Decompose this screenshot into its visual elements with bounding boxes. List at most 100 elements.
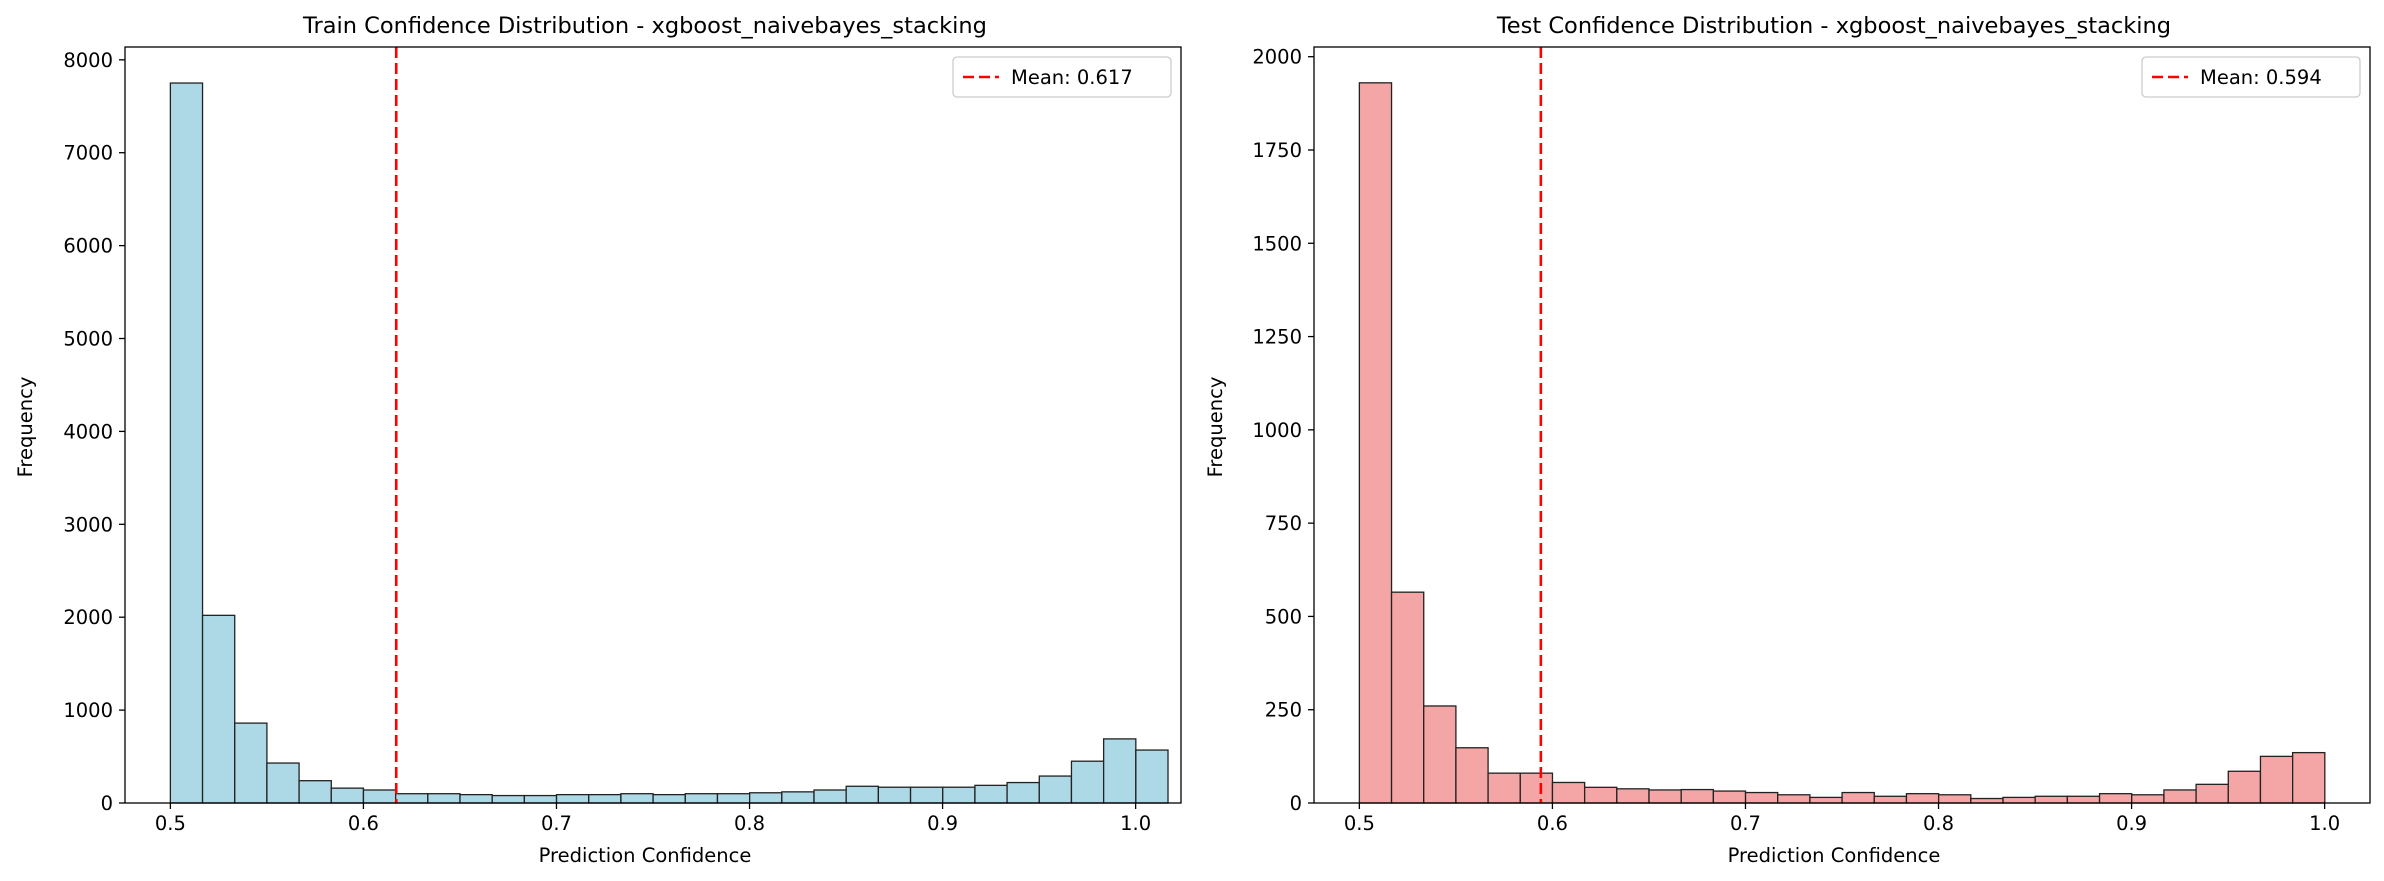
histogram-bar (169, 82, 204, 804)
histogram-bar (266, 762, 300, 804)
histogram-bar (1680, 788, 1715, 804)
histogram-bar (1006, 781, 1040, 804)
x-ticks: 0.5 0.6 0.7 0.8 0.9 1.0 (155, 803, 1151, 835)
legend-label: Mean: 0.617 (1011, 66, 1133, 89)
train-histogram-panel: Train Confidence Distribution - xgboost_… (14, 13, 1182, 867)
histogram-bar (555, 793, 590, 804)
legend: Mean: 0.594 (2141, 56, 2361, 98)
histogram-bar (1038, 775, 1073, 804)
histogram-bar (1841, 791, 1875, 804)
histogram-bar (491, 794, 526, 804)
histogram-bar (1777, 794, 1811, 804)
histogram-bar (684, 793, 719, 804)
histogram-bar (1551, 781, 1586, 804)
histogram-bar (1390, 591, 1425, 804)
histogram-bar (2227, 770, 2262, 804)
histogram-bar (877, 786, 912, 804)
y-tick-label: 6000 (63, 235, 113, 258)
histogram-bar (2002, 796, 2036, 804)
histogram-bar (909, 786, 944, 804)
histogram-bar (459, 793, 493, 804)
histogram-bar (974, 784, 1008, 804)
histogram-bars (1358, 82, 2326, 804)
histogram-bar (748, 792, 783, 804)
legend-box (952, 56, 1172, 98)
y-tick-label: 8000 (63, 49, 113, 72)
x-axis-label: Prediction Confidence (539, 844, 752, 867)
histogram-bar (2098, 793, 2133, 804)
histogram-bar (2066, 795, 2101, 804)
x-tick-label: 0.8 (734, 812, 765, 835)
histogram-bar (1744, 791, 1779, 804)
x-tick-label: 0.7 (541, 812, 572, 835)
plot-frame (124, 46, 1182, 804)
histogram-bar (1583, 786, 1618, 804)
y-tick-label: 750 (1265, 512, 1302, 535)
x-tick-label: 0.7 (1730, 812, 1761, 835)
histogram-bar (781, 791, 815, 804)
y-tick-label: 1750 (1252, 139, 1302, 162)
y-tick-label: 1000 (63, 699, 113, 722)
histogram-bar (1712, 790, 1747, 804)
x-tick-label: 1.0 (2309, 812, 2340, 835)
x-tick-label: 1.0 (1120, 812, 1151, 835)
x-tick-label: 0.6 (1537, 812, 1568, 835)
histogram-bar (588, 793, 622, 804)
histogram-bar (427, 793, 461, 804)
chart-title: Train Confidence Distribution - xgboost_… (302, 13, 987, 39)
histogram-bar (298, 780, 332, 804)
y-tick-label: 0 (1290, 792, 1302, 815)
histogram-bar (201, 614, 236, 804)
y-tick-label: 1250 (1252, 326, 1302, 349)
histogram-bar (330, 787, 365, 804)
histogram-bar (1873, 795, 1908, 804)
x-tick-label: 0.9 (927, 812, 958, 835)
histogram-bar (1102, 738, 1137, 804)
y-axis-label: Frequency (14, 377, 37, 478)
x-tick-label: 0.5 (155, 812, 186, 835)
y-tick-label: 4000 (63, 420, 113, 443)
histogram-bar (1809, 796, 1843, 804)
histogram-bar (716, 793, 751, 804)
histogram-bar (1519, 772, 1554, 804)
y-axis-label: Frequency (1204, 377, 1227, 478)
histogram-bar (2034, 795, 2069, 804)
y-tick-label: 2000 (1252, 46, 1302, 69)
histogram-bar (620, 793, 654, 804)
histogram-bar (234, 722, 268, 804)
y-tick-label: 250 (1265, 699, 1302, 722)
histogram-bar (2131, 794, 2165, 804)
histogram-bar (1905, 793, 1940, 804)
histogram-bar (1358, 82, 1393, 804)
y-tick-label: 0 (101, 792, 113, 815)
legend-label: Mean: 0.594 (2200, 66, 2322, 89)
y-tick-label: 2000 (63, 606, 113, 629)
histogram-bar (1970, 797, 2004, 804)
x-tick-label: 0.9 (2116, 812, 2147, 835)
plot-frame (1313, 46, 2371, 804)
x-axis-label: Prediction Confidence (1728, 844, 1941, 867)
x-tick-label: 0.8 (1923, 812, 1954, 835)
histogram-bar (845, 785, 880, 804)
y-tick-label: 1000 (1252, 419, 1302, 442)
histogram-bar (2195, 783, 2229, 804)
histogram-bar (523, 794, 558, 804)
histogram-bars (169, 82, 1169, 804)
histogram-bar (2259, 755, 2294, 804)
legend-box (2141, 56, 2361, 98)
histogram-bar (652, 793, 686, 804)
y-tick-label: 3000 (63, 513, 113, 536)
histogram-bar (1616, 788, 1650, 804)
x-tick-label: 0.5 (1344, 812, 1375, 835)
histogram-bar (1648, 789, 1682, 804)
y-ticks: 0 1000 2000 3000 4000 5000 6000 7000 8000 (63, 49, 125, 815)
y-tick-label: 5000 (63, 328, 113, 351)
histogram-bar (1937, 794, 1972, 804)
histogram-bar (2163, 789, 2197, 804)
y-tick-label: 500 (1265, 605, 1302, 628)
histogram-bar (1135, 749, 1169, 804)
histogram-bar (362, 789, 397, 804)
chart-title: Test Confidence Distribution - xgboost_n… (1496, 13, 2171, 39)
x-ticks: 0.5 0.6 0.7 0.8 0.9 1.0 (1344, 803, 2340, 835)
